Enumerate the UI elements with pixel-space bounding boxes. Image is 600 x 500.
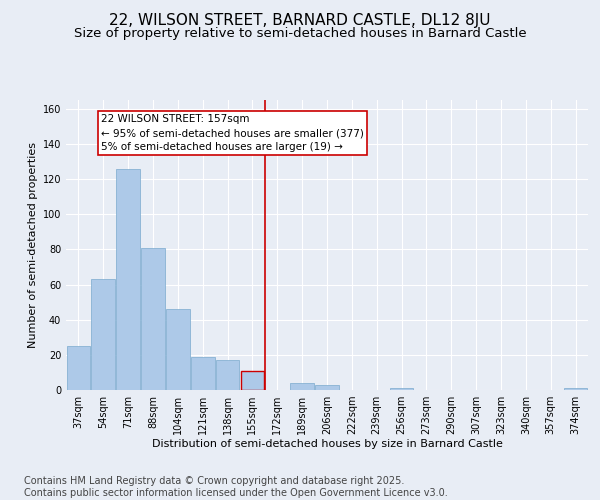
Bar bbox=[241, 370, 264, 390]
Bar bbox=[166, 309, 190, 390]
Bar bbox=[390, 388, 413, 390]
Bar bbox=[216, 360, 239, 390]
Text: 22, WILSON STREET, BARNARD CASTLE, DL12 8JU: 22, WILSON STREET, BARNARD CASTLE, DL12 … bbox=[109, 12, 491, 28]
Bar bbox=[315, 384, 339, 390]
Text: Contains HM Land Registry data © Crown copyright and database right 2025.
Contai: Contains HM Land Registry data © Crown c… bbox=[24, 476, 448, 498]
Bar bbox=[116, 168, 140, 390]
Text: 22 WILSON STREET: 157sqm
← 95% of semi-detached houses are smaller (377)
5% of s: 22 WILSON STREET: 157sqm ← 95% of semi-d… bbox=[101, 114, 364, 152]
X-axis label: Distribution of semi-detached houses by size in Barnard Castle: Distribution of semi-detached houses by … bbox=[152, 438, 502, 448]
Bar bbox=[191, 356, 215, 390]
Y-axis label: Number of semi-detached properties: Number of semi-detached properties bbox=[28, 142, 38, 348]
Text: Size of property relative to semi-detached houses in Barnard Castle: Size of property relative to semi-detach… bbox=[74, 28, 526, 40]
Bar bbox=[141, 248, 165, 390]
Bar bbox=[290, 383, 314, 390]
Bar bbox=[67, 346, 90, 390]
Bar bbox=[91, 280, 115, 390]
Bar bbox=[564, 388, 587, 390]
